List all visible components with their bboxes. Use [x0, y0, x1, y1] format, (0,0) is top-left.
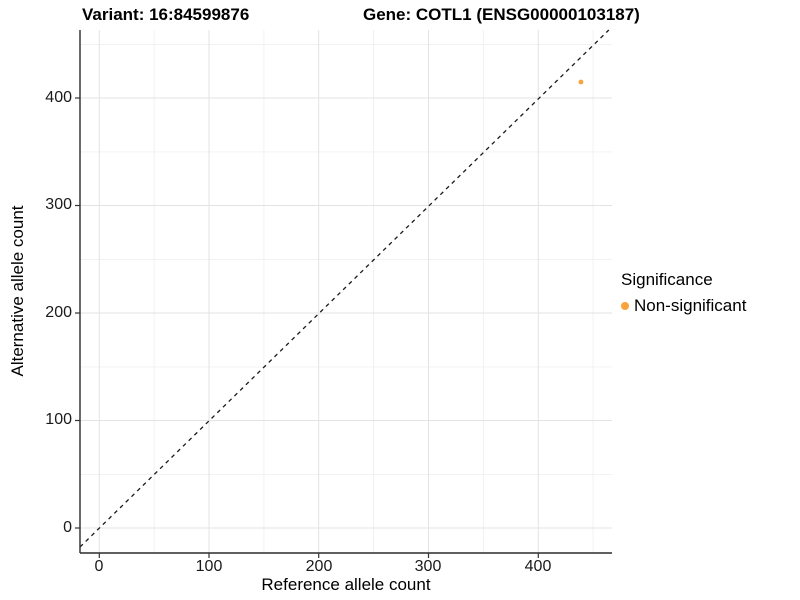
- y-tick-label-200: 200: [45, 303, 72, 321]
- grid-major: [80, 30, 612, 553]
- x-tick-label-100: 100: [195, 558, 223, 575]
- legend-item-label: Non-significant: [634, 296, 747, 315]
- plot-title-variant: Variant: 16:84599876: [82, 5, 250, 24]
- legend-item-non-significant: Non-significant: [621, 296, 746, 316]
- axis-ticks: [75, 97, 539, 558]
- x-tick-label-300: 300: [414, 558, 442, 575]
- y-axis-title: Alternative allele count: [8, 205, 27, 377]
- y-tick-label-0: 0: [63, 518, 72, 536]
- plot-title-gene: Gene: COTL1 (ENSG00000103187): [363, 5, 640, 24]
- data-point-non-significant: [578, 79, 584, 85]
- legend: Significance Non-significant: [621, 270, 746, 316]
- panel-background: [80, 30, 612, 553]
- identity-reference-line: [79, 29, 610, 548]
- x-axis-title: Reference allele count: [261, 575, 431, 594]
- axis-lines: [79, 30, 612, 554]
- grid-minor: [80, 30, 612, 553]
- y-tick-label-300: 300: [45, 196, 72, 213]
- x-tick-label-400: 400: [524, 558, 552, 575]
- x-tick-label-0: 0: [94, 558, 104, 575]
- legend-title: Significance: [621, 270, 713, 289]
- x-tick-label-200: 200: [305, 558, 333, 575]
- y-tick-label-400: 400: [45, 88, 72, 106]
- y-tick-label-100: 100: [45, 411, 72, 428]
- legend-point-icon: [621, 302, 629, 310]
